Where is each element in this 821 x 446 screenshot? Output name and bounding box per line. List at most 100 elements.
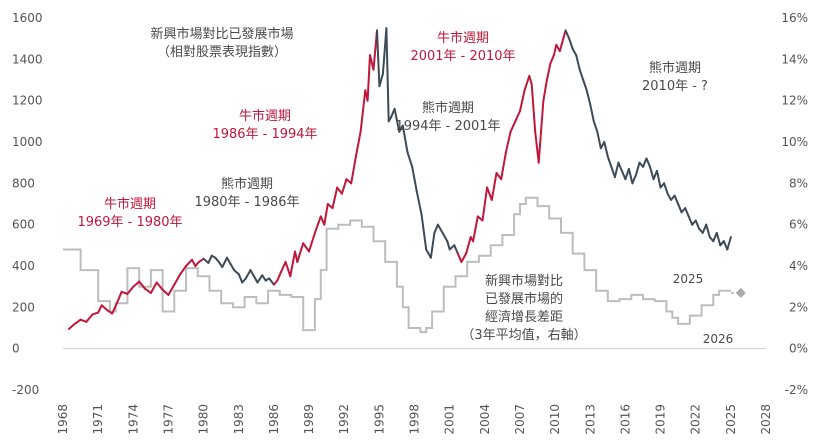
bear-segment xyxy=(694,219,701,230)
x-tick-label: 1980 xyxy=(197,404,211,435)
annotation-bull3-line2: 2001年 - 2010年 xyxy=(410,49,515,64)
bear-segment xyxy=(589,103,595,123)
x-tick-label: 1971 xyxy=(91,404,105,435)
bear-segment xyxy=(244,269,252,280)
bull-segment xyxy=(276,271,282,282)
bull-segment xyxy=(519,89,526,112)
bull-segment xyxy=(504,130,512,154)
bull-segment xyxy=(366,54,371,102)
bear-segment xyxy=(221,256,228,268)
bear-segment xyxy=(229,262,236,272)
left-tick-label: -200 xyxy=(12,383,39,397)
left-axis-ticks: -200 0 200 400 600 800 1000 1200 1400 1600 xyxy=(12,11,43,397)
bull-segment xyxy=(537,130,542,164)
bull-segment xyxy=(308,231,316,253)
bear-segment xyxy=(253,275,259,284)
bear-segment xyxy=(649,165,655,181)
bear-segment xyxy=(226,256,232,265)
left-tick-label: 600 xyxy=(12,218,35,232)
right-tick-label: 16% xyxy=(781,11,808,25)
bear-segment xyxy=(627,167,634,185)
bull-segment xyxy=(530,83,537,133)
bull-segment xyxy=(481,186,489,222)
bear-segment xyxy=(677,203,683,214)
annotation-bull1-line1: 牛市週期 xyxy=(104,196,156,212)
annotation-bear3-line2: 2010年 - ? xyxy=(642,79,708,94)
x-tick-label: 2016 xyxy=(618,404,632,435)
bull-segment xyxy=(359,89,367,133)
bear-segment xyxy=(663,182,669,195)
bull-segment xyxy=(132,280,141,288)
x-tick-label: 2022 xyxy=(689,404,703,435)
bear-segment xyxy=(401,124,409,154)
bull-segment xyxy=(490,172,498,201)
right-tick-label: 14% xyxy=(781,52,808,66)
bear-segment xyxy=(207,254,213,264)
bull-segment xyxy=(336,186,343,195)
projection-diamond xyxy=(735,287,746,298)
bear-segment xyxy=(666,192,673,201)
x-tick-label: 1998 xyxy=(408,404,422,435)
x-tick-label: 2004 xyxy=(478,404,492,435)
x-tick-label: 2013 xyxy=(583,404,597,435)
bull-segment xyxy=(354,130,362,158)
right-tick-label: 12% xyxy=(781,94,808,108)
growth-gap-line xyxy=(63,196,731,334)
bear-segment xyxy=(453,244,459,255)
bear-segment xyxy=(575,54,581,71)
left-tick-label: 400 xyxy=(12,259,35,273)
bull-segment xyxy=(79,318,88,323)
x-tick-label: 1974 xyxy=(126,404,140,435)
bear-segment xyxy=(256,274,264,284)
annotation-bear3-line1: 熊市週期 xyxy=(649,60,701,76)
x-tick-label: 1968 xyxy=(56,404,70,435)
x-tick-label: 1977 xyxy=(161,404,175,435)
annotation-gap-line2: 已發展市場的 xyxy=(485,291,563,307)
bull-segment xyxy=(185,258,193,267)
bear-segment xyxy=(436,223,444,234)
bear-segment xyxy=(249,269,255,278)
bear-segment xyxy=(596,130,602,150)
bull-segment xyxy=(279,260,287,274)
bear-segment xyxy=(606,155,613,168)
bear-segment xyxy=(645,157,651,168)
right-tick-label: 2% xyxy=(789,300,808,314)
bear-segment xyxy=(715,231,722,247)
bull-segment xyxy=(331,186,339,210)
annotation-bull2-line1: 牛市週期 xyxy=(239,108,291,124)
bull-segment xyxy=(528,74,533,86)
bear-segment xyxy=(393,107,401,133)
x-tick-label: 2019 xyxy=(654,404,668,435)
bull-segment xyxy=(486,186,493,201)
bear-segment xyxy=(429,231,436,259)
left-tick-label: 0 xyxy=(12,342,20,356)
bear-segment xyxy=(202,257,210,264)
left-tick-label: 1600 xyxy=(12,11,43,25)
bull-segment xyxy=(115,290,123,305)
x-tick-label: 2001 xyxy=(443,404,457,435)
bull-segment xyxy=(350,155,357,185)
bull-segment xyxy=(111,302,118,315)
bull-segment xyxy=(509,120,517,133)
x-axis-ticks: 1968 1971 1974 1977 1980 1983 1986 1989 1992 1995… xyxy=(56,404,773,435)
bull-segment xyxy=(149,281,158,294)
bull-segment xyxy=(542,79,548,102)
bull-segment xyxy=(173,273,182,286)
bear-segment xyxy=(441,231,449,243)
annotation-bull2-line2: 1986年 - 1994年 xyxy=(212,127,317,142)
bull-segment xyxy=(500,151,507,181)
bull-segment xyxy=(456,252,463,263)
bear-segment xyxy=(406,151,414,168)
bull-segment xyxy=(514,110,521,123)
annotation-bull3-line1: 牛市週期 xyxy=(437,30,489,46)
bear-segment xyxy=(571,48,578,57)
bull-segment xyxy=(179,265,187,276)
bear-segment xyxy=(642,157,648,168)
bull-segment xyxy=(296,242,305,263)
bull-segment xyxy=(472,215,479,243)
bull-segment xyxy=(190,258,197,267)
bear-segment xyxy=(673,194,680,205)
bull-segment xyxy=(323,203,329,226)
bull-segment xyxy=(545,62,552,81)
growth-gap-series xyxy=(63,196,731,334)
